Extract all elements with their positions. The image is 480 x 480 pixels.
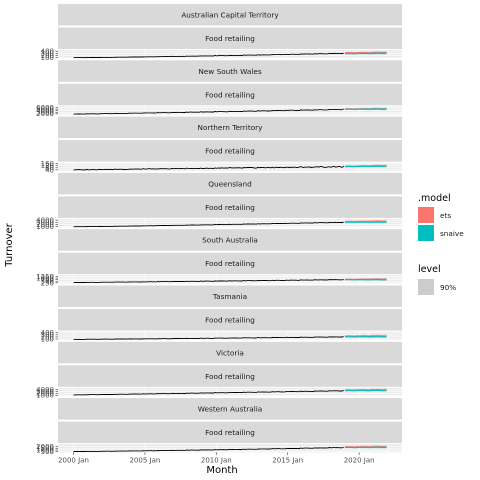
- y-axis-title: Turnover: [4, 222, 15, 267]
- facet-strip-industry-label: Food retailing: [205, 147, 255, 156]
- facet-strip-state-label: Western Australia: [198, 405, 263, 414]
- facet-panel: VictoriaFood retailing1000200030004000: [36, 342, 402, 400]
- legend-key-ets: [418, 207, 434, 223]
- facet-panel: Western Australia Food retailing 500100015…: [36, 398, 402, 456]
- facet-strip-state-label: Northern Territory: [198, 123, 264, 132]
- facet-strip-state-label: South Australia: [202, 236, 258, 245]
- y-tick-label: 6000: [36, 104, 54, 112]
- facet-strip-industry-label: Food retailing: [205, 34, 255, 43]
- x-axis-title: Month: [206, 465, 237, 476]
- facet-strip-industry-label: Food retailing: [205, 203, 255, 212]
- legend-label-snaive: snaive: [440, 229, 464, 238]
- forecast-line-snaive: [345, 109, 387, 110]
- facet-strip-state-label: New South Wales: [198, 67, 261, 76]
- y-tick-label: 400: [41, 329, 54, 337]
- x-tick-label: 2015 Jan: [272, 456, 303, 464]
- facet-panel: Australian Capital Territory Food retaili…: [41, 4, 402, 62]
- legend-key-snaive: [418, 225, 434, 241]
- y-tick-label: 4000: [36, 217, 54, 225]
- facet-strip-state-label: Queensland: [208, 179, 252, 188]
- panels-layer: Australian Capital Territory Food retaili…: [36, 4, 402, 464]
- legend: .model ets snaive level 90%: [418, 193, 464, 295]
- facet-strip-industry-label: Food retailing: [205, 90, 255, 99]
- facet-strip-industry-label: Food retailing: [205, 316, 255, 325]
- y-tick-label: 1250: [36, 273, 54, 281]
- facet-strip-industry-label: Food retailing: [205, 259, 255, 268]
- facet-strip-state-label: Australian Capital Territory: [181, 11, 279, 20]
- facet-panel: Northern Territory Food retailing 40801201…: [41, 117, 402, 175]
- x-tick-label: 2020 Jan: [344, 456, 375, 464]
- legend-label-90: 90%: [440, 283, 456, 292]
- legend-level-title: level: [418, 264, 441, 275]
- legend-key-90: [418, 279, 434, 295]
- facet-strip-industry-label: Food retailing: [205, 428, 255, 437]
- forecast-line-snaive: [345, 390, 387, 391]
- legend-model-title: .model: [418, 193, 451, 204]
- x-tick-label: 2010 Jan: [201, 456, 232, 464]
- facet-panel: South AustraliaFood retailing25050075010…: [36, 229, 402, 287]
- x-tick-label: 2005 Jan: [129, 456, 160, 464]
- y-tick-label: 400: [41, 48, 54, 56]
- facet-panel: New South Wales Food retailing 20003000400…: [36, 60, 402, 118]
- y-tick-label: 4000: [36, 386, 54, 394]
- facet-strip-state-label: Victoria: [216, 348, 244, 357]
- legend-label-ets: ets: [440, 211, 451, 220]
- x-tick-label: 2000 Jan: [58, 456, 89, 464]
- facet-strip-state-label: Tasmania: [212, 292, 247, 301]
- facet-strip-industry-label: Food retailing: [205, 372, 255, 381]
- y-tick-label: 2000: [36, 443, 54, 451]
- forecast-line-snaive: [345, 53, 387, 54]
- y-tick-label: 160: [41, 160, 54, 168]
